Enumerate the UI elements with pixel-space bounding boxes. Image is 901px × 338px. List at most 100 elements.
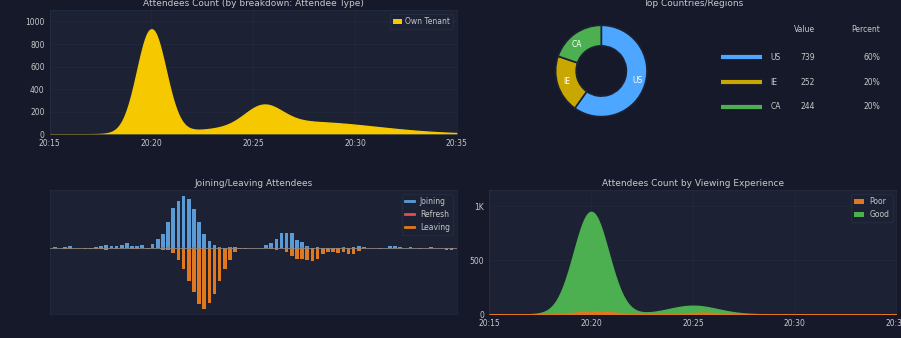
Bar xyxy=(269,243,273,248)
Bar xyxy=(68,248,72,249)
Bar xyxy=(315,248,320,259)
Legend: Poor, Good: Poor, Good xyxy=(851,194,893,222)
Bar xyxy=(53,247,57,248)
Bar xyxy=(156,239,159,248)
Bar xyxy=(135,248,139,249)
Bar xyxy=(84,248,87,249)
Bar xyxy=(229,247,231,248)
Bar xyxy=(125,243,129,248)
Bar xyxy=(357,246,360,248)
Bar xyxy=(357,248,360,251)
Bar xyxy=(63,248,67,249)
Bar xyxy=(207,241,211,248)
Bar xyxy=(168,247,169,248)
Bar xyxy=(130,248,134,249)
Bar xyxy=(213,245,216,248)
Text: 20%: 20% xyxy=(863,102,880,112)
Bar xyxy=(341,247,345,248)
Bar xyxy=(336,248,340,253)
Bar xyxy=(68,246,72,248)
Bar xyxy=(285,233,288,248)
Bar xyxy=(177,201,180,248)
Bar xyxy=(63,247,67,248)
Bar xyxy=(275,248,278,250)
Bar xyxy=(182,248,186,269)
Bar xyxy=(177,248,180,260)
Text: US: US xyxy=(770,53,780,62)
Bar xyxy=(342,247,344,248)
Bar xyxy=(213,248,216,294)
Bar xyxy=(192,248,196,292)
Bar xyxy=(218,248,222,281)
Title: Joining/Leaving Attendees: Joining/Leaving Attendees xyxy=(194,179,313,188)
Bar xyxy=(398,247,402,248)
Bar xyxy=(171,248,175,254)
Bar xyxy=(187,248,190,282)
Bar xyxy=(352,247,355,248)
Bar xyxy=(187,247,189,248)
Bar xyxy=(105,248,108,249)
Bar xyxy=(444,248,449,249)
Bar xyxy=(177,247,179,248)
Bar xyxy=(341,248,345,251)
Bar xyxy=(94,248,98,249)
Bar xyxy=(243,248,247,249)
Bar xyxy=(233,247,237,248)
Bar xyxy=(105,245,108,248)
Title: Top Countries/Regions: Top Countries/Regions xyxy=(642,0,743,8)
Bar xyxy=(408,247,412,248)
Bar xyxy=(450,248,453,250)
Bar xyxy=(378,248,381,249)
Bar xyxy=(192,209,196,248)
Bar xyxy=(167,222,170,248)
Bar xyxy=(89,248,93,249)
Bar xyxy=(306,247,308,248)
Bar xyxy=(326,248,330,252)
Bar xyxy=(296,248,299,259)
Text: CA: CA xyxy=(770,102,781,112)
Bar xyxy=(161,234,165,248)
Bar xyxy=(171,209,175,248)
Bar xyxy=(150,244,154,248)
Bar xyxy=(321,248,324,254)
Bar xyxy=(270,247,272,248)
Bar xyxy=(197,248,201,305)
Text: 20%: 20% xyxy=(863,78,880,87)
Bar xyxy=(351,247,356,248)
Bar xyxy=(114,246,118,248)
Bar xyxy=(296,240,299,248)
Bar xyxy=(187,199,190,248)
Bar xyxy=(239,248,242,249)
Title: Attendees Count (by breakdown: Attendee Type): Attendees Count (by breakdown: Attendee … xyxy=(142,0,364,8)
Bar xyxy=(228,248,232,260)
Bar xyxy=(135,246,139,248)
Text: 739: 739 xyxy=(800,53,815,62)
Bar xyxy=(182,196,186,248)
Bar xyxy=(120,245,123,248)
Bar xyxy=(130,246,134,248)
Bar xyxy=(207,248,211,303)
Bar xyxy=(193,247,195,248)
Bar xyxy=(114,248,118,249)
Text: 60%: 60% xyxy=(863,53,880,62)
Bar xyxy=(279,234,283,248)
Bar xyxy=(228,247,232,248)
Bar xyxy=(315,247,320,248)
Bar xyxy=(99,248,103,249)
Text: 252: 252 xyxy=(801,78,815,87)
Bar xyxy=(233,248,237,252)
Bar xyxy=(167,248,170,250)
Bar xyxy=(332,248,335,252)
Text: Value: Value xyxy=(794,25,815,34)
Bar xyxy=(388,246,392,248)
Bar xyxy=(301,247,303,248)
Bar xyxy=(305,246,309,248)
Bar xyxy=(285,248,288,252)
Bar xyxy=(99,246,103,248)
Bar xyxy=(305,248,309,260)
Bar xyxy=(219,247,221,248)
Bar xyxy=(110,246,114,248)
Bar xyxy=(300,248,304,259)
Bar xyxy=(203,248,206,309)
Text: 244: 244 xyxy=(801,102,815,112)
